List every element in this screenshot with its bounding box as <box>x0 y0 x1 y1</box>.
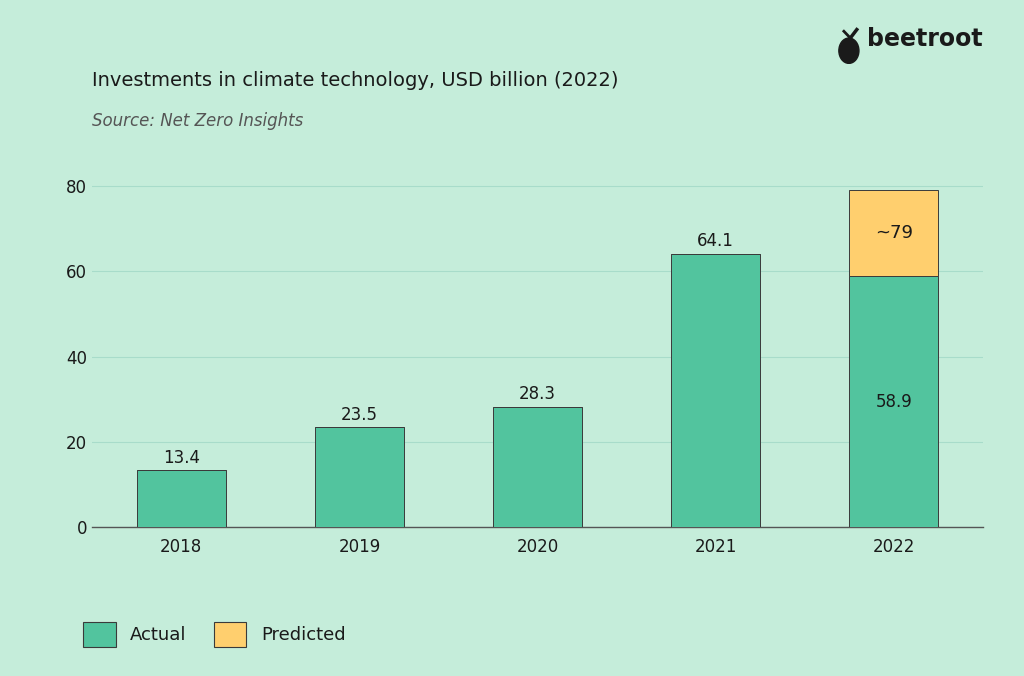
Text: Investments in climate technology, USD billion (2022): Investments in climate technology, USD b… <box>92 71 618 90</box>
Bar <box>494 406 582 527</box>
Text: Source: Net Zero Insights: Source: Net Zero Insights <box>92 112 303 130</box>
Text: ~79: ~79 <box>874 224 913 242</box>
Text: 13.4: 13.4 <box>163 449 200 466</box>
Bar <box>136 470 225 527</box>
Legend: Actual, Predicted: Actual, Predicted <box>83 622 345 647</box>
Text: 58.9: 58.9 <box>876 393 912 410</box>
Text: beetroot: beetroot <box>867 27 983 51</box>
Text: 28.3: 28.3 <box>519 385 556 403</box>
Text: 64.1: 64.1 <box>697 233 734 251</box>
Text: 23.5: 23.5 <box>341 406 378 424</box>
Bar <box>672 254 760 527</box>
Bar <box>850 191 939 276</box>
Bar <box>315 427 403 527</box>
Bar <box>850 276 939 527</box>
Ellipse shape <box>839 38 859 64</box>
